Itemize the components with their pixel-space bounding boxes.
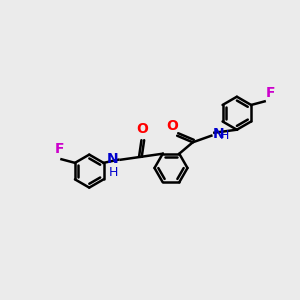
- Text: H: H: [220, 129, 229, 142]
- Text: N: N: [107, 152, 118, 166]
- Text: O: O: [166, 119, 178, 133]
- Text: F: F: [266, 86, 276, 100]
- Text: O: O: [137, 122, 148, 136]
- Text: H: H: [109, 166, 118, 179]
- Text: N: N: [213, 127, 224, 141]
- Text: F: F: [55, 142, 65, 156]
